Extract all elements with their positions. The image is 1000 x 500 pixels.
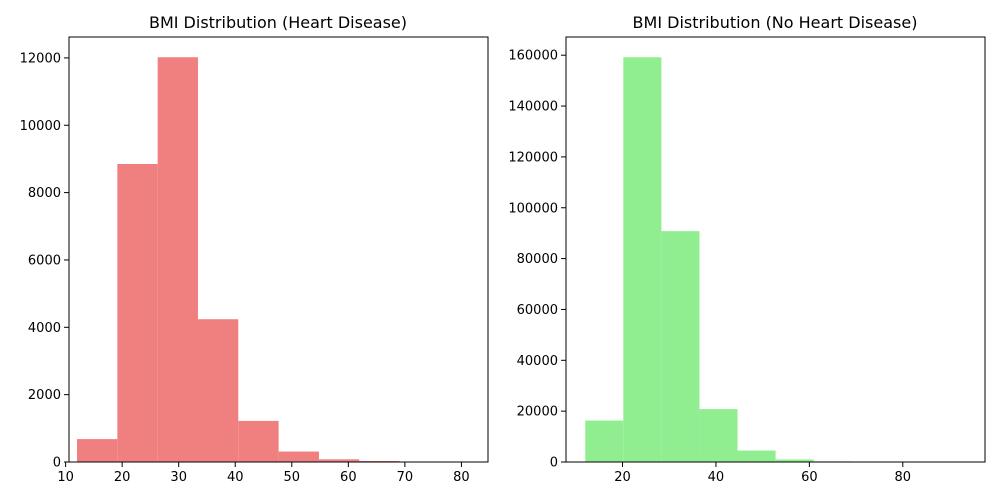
y-tick-label: 0 <box>53 456 61 471</box>
x-tick-label: 60 <box>801 470 818 485</box>
x-tick-label: 40 <box>708 470 725 485</box>
x-tick-label: 80 <box>453 470 470 485</box>
y-tick-label: 120000 <box>508 150 558 165</box>
y-tick-label: 80000 <box>517 252 558 267</box>
y-tick-label: 12000 <box>20 51 61 66</box>
histogram-bar <box>585 420 624 462</box>
chart-title: BMI Distribution (Heart Disease) <box>149 13 407 32</box>
y-tick-label: 0 <box>550 456 558 471</box>
histogram-bar <box>77 439 118 462</box>
chart-no-heart-disease: BMI Distribution (No Heart Disease) 20 40… <box>508 13 986 485</box>
y-tick-label: 140000 <box>508 100 558 115</box>
x-tick-label: 50 <box>284 470 301 485</box>
x-tick-label: 80 <box>895 470 912 485</box>
histogram-bar <box>117 163 158 462</box>
histogram-bar <box>318 459 360 462</box>
x-tick-label: 40 <box>227 470 244 485</box>
y-tick-label: 40000 <box>517 354 558 369</box>
x-tick-label: 20 <box>114 470 131 485</box>
histogram-bar <box>157 57 198 462</box>
x-tick-label: 60 <box>340 470 357 485</box>
x-tick-label: 20 <box>614 470 631 485</box>
chart-heart-disease: BMI Distribution (Heart Disease) 10 20 30 4… <box>20 13 489 485</box>
histogram-bar <box>197 319 239 462</box>
x-tick-label: 10 <box>57 470 74 485</box>
histogram-bar <box>775 459 814 462</box>
y-tick-label: 8000 <box>28 186 61 201</box>
x-tick-label: 30 <box>170 470 187 485</box>
chart-title: BMI Distribution (No Heart Disease) <box>633 13 918 32</box>
y-tick-label: 4000 <box>28 321 61 336</box>
histogram-bar <box>699 409 738 462</box>
histogram-bar <box>661 231 700 462</box>
y-tick-label: 60000 <box>517 303 558 318</box>
x-tick-label: 70 <box>397 470 414 485</box>
plot-frame <box>565 36 986 463</box>
histogram-bar <box>623 57 662 462</box>
y-tick-label: 10000 <box>20 119 61 134</box>
y-tick-label: 2000 <box>28 388 61 403</box>
plot-frame <box>68 36 489 463</box>
y-tick-label: 20000 <box>517 405 558 420</box>
y-tick-label: 160000 <box>508 49 558 64</box>
histogram-bar <box>278 451 319 462</box>
histogram-bar <box>737 450 776 462</box>
y-tick-label: 6000 <box>28 253 61 268</box>
y-tick-label: 100000 <box>508 201 558 216</box>
histogram-bar <box>238 420 279 462</box>
histogram-bar <box>359 460 400 462</box>
